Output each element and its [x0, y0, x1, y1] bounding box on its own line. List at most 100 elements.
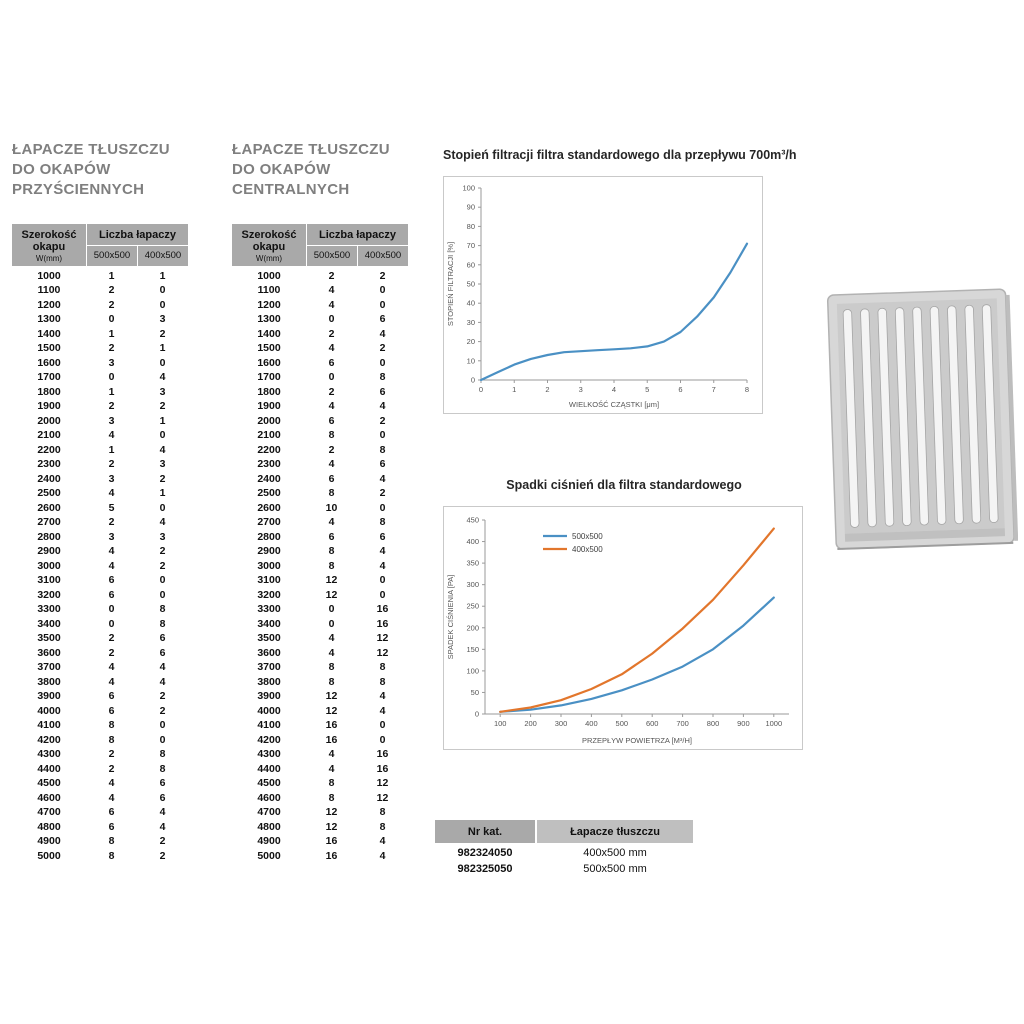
trap-count-cell: 3: [159, 385, 166, 398]
central-table-title: ŁAPACZE TŁUSZCZU DO OKAPÓW CENTRALNYCH: [232, 140, 408, 200]
hood-width-cell: 1700: [257, 371, 281, 384]
table-row: 2100 8 0: [232, 428, 408, 443]
table-row: 4700 12 8: [232, 805, 408, 820]
trap-count-cell: 8: [328, 791, 335, 804]
table-row: 3700 4 4: [12, 660, 188, 675]
hood-width-cell: 5000: [257, 849, 281, 862]
table-row: 2600 10 0: [232, 500, 408, 515]
table-row: 1900 4 4: [232, 399, 408, 414]
trap-count-cell: 8: [108, 719, 115, 732]
hood-width-cell: 1000: [37, 269, 61, 282]
table-row: 2800 6 6: [232, 529, 408, 544]
hood-width-cell: 2700: [257, 516, 281, 529]
hood-width-cell: 1900: [257, 400, 281, 413]
trap-count-cell: 6: [108, 690, 115, 703]
trap-count-cell: 0: [379, 574, 386, 587]
svg-text:50: 50: [467, 280, 475, 289]
hood-width-cell: 2600: [37, 501, 61, 514]
table-row: 4400 2 8: [12, 761, 188, 776]
hood-width-cell: 4700: [37, 806, 61, 819]
trap-count-cell: 2: [159, 400, 166, 413]
svg-text:2: 2: [545, 385, 549, 394]
filtration-line-chart: 0 10 20 30 40 50 60 70 80 90 100 0 1 2 3 4 5 6 7 8 WIELKOŚĆ …: [443, 176, 763, 414]
table-row: 2500 4 1: [12, 486, 188, 501]
table-row: 2800 3 3: [12, 529, 188, 544]
trap-count-cell: 6: [328, 530, 335, 543]
hood-width-cell: 2900: [257, 545, 281, 558]
svg-text:0: 0: [475, 710, 479, 719]
trap-count-cell: 4: [328, 284, 335, 297]
hood-width-cell: 3200: [37, 588, 61, 601]
trap-count-cell: 0: [328, 371, 335, 384]
table-row: 3500 4 12: [232, 631, 408, 646]
hood-width-cell: 4500: [257, 777, 281, 790]
hood-width-cell: 1300: [257, 313, 281, 326]
table-row: 2000 3 1: [12, 413, 188, 428]
table-header: Szerokość okapu W(mm) Liczba łapaczy 500…: [12, 224, 188, 267]
trap-count-cell: 8: [159, 762, 166, 775]
table-row: 4100 8 0: [12, 718, 188, 733]
svg-text:200: 200: [466, 623, 479, 632]
catalog-nr-header: Nr kat.: [435, 820, 535, 843]
hood-width-cell: 4400: [37, 762, 61, 775]
count-header-cell: Liczba łapaczy: [87, 224, 188, 246]
trap-count-cell: 8: [379, 806, 386, 819]
width-header-unit: W(mm): [255, 254, 283, 264]
svg-text:STOPIEŃ FILTRACJI [%]: STOPIEŃ FILTRACJI [%]: [446, 242, 455, 326]
wall-table-title: ŁAPACZE TŁUSZCZU DO OKAPÓW PRZYŚCIENNYCH: [12, 140, 188, 200]
trap-count-cell: 5: [108, 501, 115, 514]
table-row: 4500 4 6: [12, 776, 188, 791]
trap-count-cell: 2: [108, 298, 115, 311]
table-row: 1000 1 1: [12, 268, 188, 283]
svg-text:600: 600: [646, 719, 659, 728]
table-row: 1500 2 1: [12, 341, 188, 356]
svg-text:500: 500: [616, 719, 629, 728]
hood-width-cell: 3900: [37, 690, 61, 703]
trap-count-cell: 8: [379, 820, 386, 833]
svg-text:90: 90: [467, 203, 475, 212]
table-row: 4100 16 0: [232, 718, 408, 733]
hood-width-cell: 3800: [257, 675, 281, 688]
trap-count-cell: 6: [328, 414, 335, 427]
svg-text:800: 800: [707, 719, 720, 728]
trap-count-cell: 3: [159, 530, 166, 543]
trap-count-cell: 2: [159, 472, 166, 485]
trap-count-cell: 1: [159, 414, 166, 427]
table-row: 1600 3 0: [12, 355, 188, 370]
hood-width-cell: 4100: [37, 719, 61, 732]
table-row: 3100 12 0: [232, 573, 408, 588]
table-row: 1400 2 4: [232, 326, 408, 341]
svg-text:7: 7: [712, 385, 716, 394]
hood-width-cell: 1500: [37, 342, 61, 355]
table-row: 2700 4 8: [232, 515, 408, 530]
hood-width-cell: 1100: [37, 284, 61, 297]
table-row: 1400 1 2: [12, 326, 188, 341]
hood-width-cell: 2200: [257, 443, 281, 456]
trap-count-cell: 0: [108, 371, 115, 384]
trap-count-cell: 3: [108, 414, 115, 427]
trap-count-cell: 4: [379, 559, 386, 572]
hood-width-cell: 3400: [257, 617, 281, 630]
svg-text:200: 200: [524, 719, 537, 728]
svg-text:50: 50: [471, 688, 479, 697]
hood-width-cell: 3500: [37, 632, 61, 645]
catalog-size: 400x500 mm: [583, 847, 647, 859]
trap-count-cell: 16: [325, 733, 338, 746]
trap-count-cell: 16: [325, 849, 338, 862]
trap-count-cell: 4: [379, 835, 386, 848]
table-row: 1700 0 8: [232, 370, 408, 385]
trap-count-cell: 4: [328, 516, 335, 529]
trap-count-cell: 2: [159, 849, 166, 862]
table-row: 4800 12 8: [232, 819, 408, 834]
trap-count-cell: 2: [379, 342, 386, 355]
trap-count-cell: 4: [379, 849, 386, 862]
hood-width-cell: 2000: [37, 414, 61, 427]
hood-width-cell: 3200: [257, 588, 281, 601]
svg-text:60: 60: [467, 260, 475, 269]
table-row: 2500 8 2: [232, 486, 408, 501]
svg-text:70: 70: [467, 241, 475, 250]
svg-text:100: 100: [462, 184, 475, 193]
trap-count-cell: 8: [379, 516, 386, 529]
trap-count-cell: 2: [159, 327, 166, 340]
